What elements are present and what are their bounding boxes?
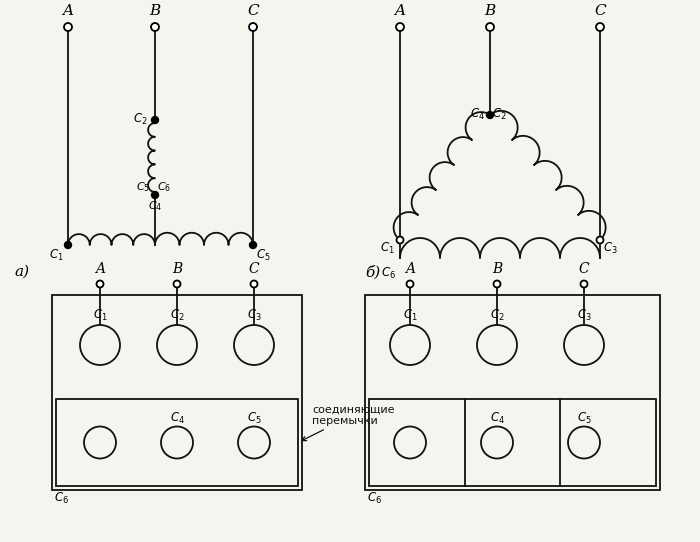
Text: $C_3$: $C_3$ xyxy=(603,241,617,256)
Circle shape xyxy=(151,117,158,124)
Text: $C_5$: $C_5$ xyxy=(246,410,261,425)
Circle shape xyxy=(64,242,71,248)
Text: $C_1$: $C_1$ xyxy=(402,308,417,323)
Text: $C_5$: $C_5$ xyxy=(577,410,592,425)
Text: C: C xyxy=(594,4,606,18)
Text: A: A xyxy=(62,4,74,18)
Circle shape xyxy=(564,325,604,365)
Text: C: C xyxy=(579,262,589,276)
Circle shape xyxy=(494,281,500,287)
Circle shape xyxy=(174,281,181,287)
Bar xyxy=(369,399,656,486)
Circle shape xyxy=(151,23,159,31)
Circle shape xyxy=(396,236,403,243)
Text: A: A xyxy=(405,262,415,276)
Circle shape xyxy=(396,23,404,31)
Circle shape xyxy=(486,23,494,31)
Text: $C_3$: $C_3$ xyxy=(577,308,592,323)
Bar xyxy=(52,295,302,490)
Text: $C_2$: $C_2$ xyxy=(134,112,148,126)
Circle shape xyxy=(251,281,258,287)
Text: B: B xyxy=(484,4,496,18)
Circle shape xyxy=(97,281,104,287)
Circle shape xyxy=(84,427,116,459)
Circle shape xyxy=(596,236,603,243)
Text: а): а) xyxy=(14,265,29,279)
Circle shape xyxy=(157,325,197,365)
Text: $C_4$: $C_4$ xyxy=(169,410,185,425)
Text: $C_5$: $C_5$ xyxy=(256,248,271,263)
Circle shape xyxy=(486,112,493,119)
Circle shape xyxy=(596,23,604,31)
Text: соединяющие
перемычки: соединяющие перемычки xyxy=(302,404,395,441)
Bar xyxy=(56,399,298,486)
Circle shape xyxy=(151,191,158,198)
Circle shape xyxy=(249,242,256,248)
Text: A: A xyxy=(395,4,405,18)
Text: $C_6$: $C_6$ xyxy=(54,491,69,506)
Text: $C_4$: $C_4$ xyxy=(148,199,162,213)
Circle shape xyxy=(580,281,587,287)
Text: $C_6$: $C_6$ xyxy=(381,266,396,281)
Text: C: C xyxy=(247,4,259,18)
Text: C: C xyxy=(248,262,259,276)
Text: $C_2$: $C_2$ xyxy=(492,106,507,121)
Circle shape xyxy=(596,236,603,243)
Circle shape xyxy=(80,325,120,365)
Bar xyxy=(365,295,660,490)
Circle shape xyxy=(161,427,193,459)
Text: $C_4$: $C_4$ xyxy=(470,106,485,121)
Text: $C_2$: $C_2$ xyxy=(490,308,504,323)
Text: $C_6$: $C_6$ xyxy=(157,180,171,194)
Text: $C_1$: $C_1$ xyxy=(380,241,395,256)
Circle shape xyxy=(394,427,426,459)
Circle shape xyxy=(481,427,513,459)
Text: б): б) xyxy=(365,265,380,279)
Text: B: B xyxy=(492,262,502,276)
Circle shape xyxy=(238,427,270,459)
Circle shape xyxy=(64,23,72,31)
Circle shape xyxy=(407,281,414,287)
Text: $C_3$: $C_3$ xyxy=(246,308,261,323)
Text: $C_6$: $C_6$ xyxy=(367,491,382,506)
Circle shape xyxy=(477,325,517,365)
Text: $C_1$: $C_1$ xyxy=(49,248,64,263)
Circle shape xyxy=(396,236,403,243)
Text: $C_4$: $C_4$ xyxy=(489,410,505,425)
Circle shape xyxy=(249,23,257,31)
Circle shape xyxy=(234,325,274,365)
Text: A: A xyxy=(95,262,105,276)
Text: $C_1$: $C_1$ xyxy=(92,308,107,323)
Text: $C_2$: $C_2$ xyxy=(169,308,184,323)
Circle shape xyxy=(390,325,430,365)
Text: $C_5$: $C_5$ xyxy=(136,180,150,194)
Text: B: B xyxy=(172,262,182,276)
Circle shape xyxy=(568,427,600,459)
Text: B: B xyxy=(149,4,160,18)
